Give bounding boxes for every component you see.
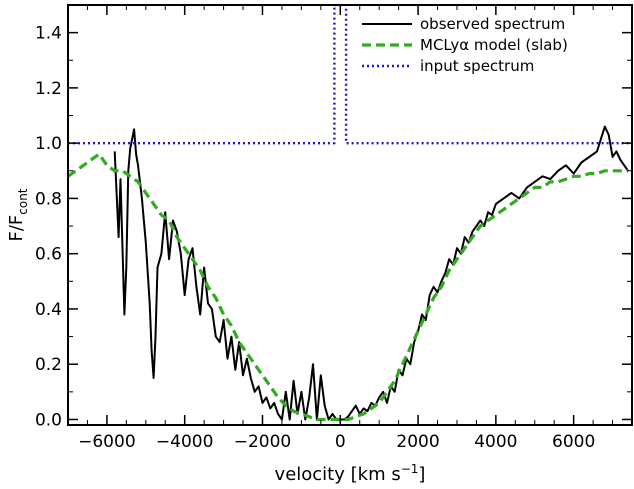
y-tick-label: 1.2: [35, 79, 62, 99]
series-line-3: [68, 5, 632, 145]
y-axis-ticks: 0.0 0.2 0.4 0.6 0.8 1.0 1.2 1.4: [35, 4, 632, 430]
y-axis-label-sub: cont: [16, 188, 30, 215]
y-tick-label: 0.8: [35, 189, 62, 209]
plot-frame: [67, 4, 633, 426]
y-tick-label: 1.4: [35, 24, 62, 44]
series-line-1: [113, 125, 629, 421]
y-tick-label: 0.0: [35, 410, 62, 430]
x-axis-label: velocity [km s−1]: [275, 462, 426, 485]
x-tick-label: 6000: [552, 432, 595, 452]
y-axis-label-main: F/F: [6, 215, 27, 242]
x-tick-label: 0: [335, 432, 346, 452]
x-tick-label: 2000: [396, 432, 439, 452]
legend-label-2: MCLyα model (slab): [420, 36, 568, 54]
x-tick-label: 4000: [474, 432, 517, 452]
legend-label-3: input spectrum: [420, 57, 534, 75]
x-tick-label: −2000: [234, 432, 292, 452]
legend-label-1: observed spectrum: [420, 15, 565, 33]
y-tick-label: 0.6: [35, 245, 62, 265]
x-tick-label: −6000: [78, 432, 136, 452]
y-axis-label: F/Fcont: [6, 188, 30, 241]
x-axis-label-sup: −1: [401, 462, 419, 476]
y-tick-label: 0.2: [35, 355, 62, 375]
y-tick-label: 0.4: [35, 300, 62, 320]
plot-lines: [68, 5, 632, 422]
chart-legend: observed spectrum MCLyα model (slab) input…: [362, 15, 568, 75]
x-axis-ticks: −6000 −4000 −2000 0 2000 4000 6000: [67, 5, 633, 452]
x-axis-label-tail: ]: [418, 464, 425, 485]
x-axis-label-main: velocity [km s: [275, 464, 401, 485]
y-tick-label: 1.0: [35, 134, 62, 154]
series-line-2: [68, 152, 629, 422]
x-tick-label: −4000: [156, 432, 214, 452]
